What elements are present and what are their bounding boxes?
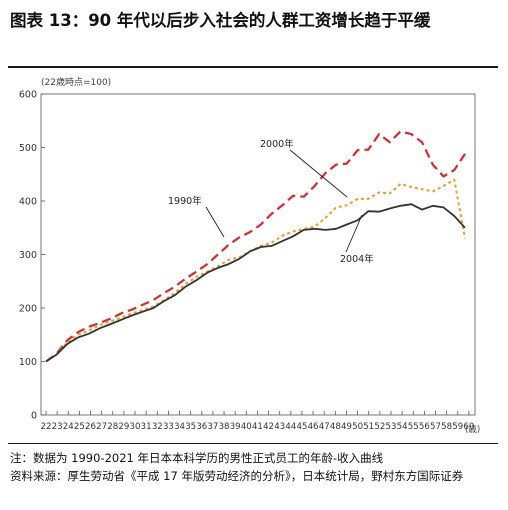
x-tick-label: 52 (374, 422, 385, 432)
x-tick-label: 38 (219, 422, 230, 432)
x-tick-label: 58 (441, 422, 452, 432)
x-tick-label: 33 (163, 422, 174, 432)
x-tick-label: 60 (463, 422, 474, 432)
x-tick-label: 31 (141, 422, 152, 432)
x-tick-label: 29 (118, 422, 129, 432)
x-tick-label: 50 (352, 422, 363, 432)
x-tick-label: 54 (397, 422, 408, 432)
x-tick-label: 35 (185, 422, 196, 432)
x-tick-label: 22 (41, 422, 52, 432)
x-tick-label: 49 (341, 422, 352, 432)
y-tick-label: 500 (19, 143, 37, 154)
y-tick-label: 0 (31, 411, 37, 422)
x-tick-label: 25 (74, 422, 85, 432)
x-tick-label: 39 (230, 422, 241, 432)
x-tick-label: 34 (174, 422, 185, 432)
x-tick-label: 47 (319, 422, 330, 432)
y-tick-label: 400 (19, 197, 37, 208)
x-tick-label: 53 (386, 422, 397, 432)
footer-notes: 注：数据为 1990-2021 年日本本科学历的男性正式员工的年龄-收入曲线 资… (10, 449, 500, 485)
x-tick-label: 36 (196, 422, 207, 432)
x-tick-label: 32 (152, 422, 163, 432)
plot-frame (40, 93, 476, 416)
x-tick-label: 28 (107, 422, 118, 432)
age-income-line-chart: (22歳時点=100) (歳) 0 100 200 300 400 500 600 22 23… (19, 76, 480, 435)
data-note: 注：数据为 1990-2021 年日本本科学历的男性正式员工的年龄-收入曲线 (10, 451, 384, 465)
x-tick-label: 27 (96, 422, 107, 432)
series-line-0 (45, 130, 466, 363)
x-tick-label: 37 (207, 422, 218, 432)
x-tick-label: 40 (241, 422, 252, 432)
y-axis: 0 100 200 300 400 500 600 (19, 90, 45, 422)
x-tick-label: 44 (285, 422, 296, 432)
x-tick-label: 55 (408, 422, 419, 432)
x-tick-label: 24 (63, 422, 74, 432)
y-tick-label: 600 (19, 90, 37, 101)
series-label: 1990年 (168, 195, 202, 207)
series-label-leader (345, 214, 363, 253)
series-labels: 1990年 2000年 2004年 (168, 138, 374, 265)
x-tick-label: 56 (419, 422, 430, 432)
y-tick-label: 100 (19, 357, 37, 368)
x-axis-unit: (歳) (465, 424, 480, 435)
series-label-leader (289, 149, 348, 198)
series-label-leader (205, 206, 225, 238)
series-label: 2000年 (260, 138, 294, 150)
x-tick-label: 30 (130, 422, 141, 432)
y-tick-label: 300 (19, 250, 37, 261)
x-tick-label: 45 (296, 422, 307, 432)
y-tick-label: 200 (19, 304, 37, 315)
series-line-2 (45, 203, 466, 363)
x-tick-label: 57 (430, 422, 441, 432)
title-divider (8, 66, 498, 68)
x-tick-label: 26 (85, 422, 96, 432)
x-tick-label: 43 (274, 422, 285, 432)
series-label: 2004年 (340, 253, 374, 265)
x-axis: 22 23 24 25 26 27 28 29 30 31 32 33 34 35 36 37 38 39 40 41… (41, 411, 474, 432)
x-tick-label: 48 (330, 422, 341, 432)
source-note: 资料来源：厚生劳动省《平成 17 年版劳动经济的分析》，日本统计局，野村东方国际… (10, 469, 464, 483)
series-line-1 (45, 178, 466, 363)
series-layer (45, 130, 466, 363)
figure-title: 图表 13：90 年代以后步入社会的人群工资增长趋于平缓 (10, 11, 431, 30)
x-tick-label: 23 (52, 422, 63, 432)
x-tick-label: 51 (363, 422, 374, 432)
x-tick-label: 59 (452, 422, 463, 432)
x-tick-label: 46 (308, 422, 319, 432)
y-axis-unit-note: (22歳時点=100) (41, 76, 111, 88)
x-tick-label: 42 (263, 422, 274, 432)
footer-divider (8, 443, 498, 444)
x-tick-label: 41 (252, 422, 263, 432)
plot-border (40, 93, 476, 416)
